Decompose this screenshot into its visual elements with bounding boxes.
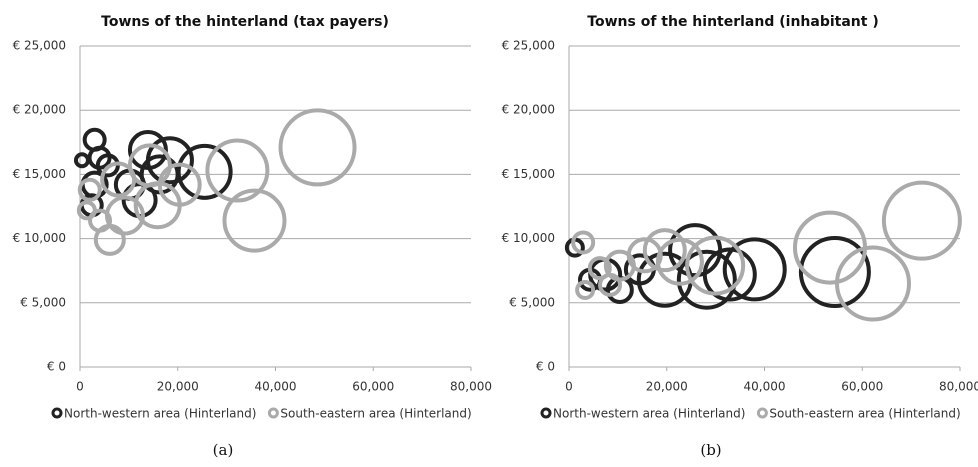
bubble: [881, 180, 962, 261]
legend-marker: [540, 407, 552, 419]
legend-label: North-western area (Hinterland): [553, 407, 745, 421]
legend-label: North-western area (Hinterland): [64, 407, 256, 421]
x-tick-label: 0: [76, 380, 84, 394]
legend-marker: [756, 407, 768, 419]
bubble: [88, 208, 113, 233]
y-tick-label: € 15,000: [502, 167, 555, 181]
x-tick-label: 0: [565, 380, 573, 394]
chart-title: Towns of the hinterland (inhabitant ): [587, 14, 878, 30]
y-tick-label: € 0: [536, 360, 555, 374]
legend-label: South-eastern area (Hinterland): [280, 407, 471, 421]
bubble: [676, 249, 737, 310]
x-tick-label: 20,000: [157, 380, 199, 394]
bubble: [685, 235, 746, 296]
bubble: [722, 237, 787, 302]
bubble: [157, 162, 202, 207]
x-tick-label: 60,000: [841, 380, 883, 394]
caption: (b): [700, 441, 721, 459]
x-tick-label: 40,000: [744, 380, 786, 394]
legend-label: South-eastern area (Hinterland): [769, 407, 960, 421]
bubble: [278, 108, 357, 187]
bubble: [798, 235, 871, 308]
bubble: [222, 188, 287, 253]
bubble: [77, 177, 102, 202]
y-tick-label: € 15,000: [13, 167, 66, 181]
bubble: [626, 237, 663, 274]
bubble: [598, 272, 623, 297]
y-tick-label: € 5,000: [20, 295, 66, 309]
x-tick-label: 80,000: [939, 380, 978, 394]
bubble: [792, 210, 867, 285]
bubble: [100, 161, 137, 198]
y-tick-label: € 25,000: [13, 39, 66, 53]
bubble: [575, 279, 596, 300]
bubble: [642, 228, 687, 273]
bubble: [702, 247, 757, 302]
y-tick-label: € 0: [47, 360, 66, 374]
bubble: [587, 256, 612, 281]
bubble: [127, 130, 168, 171]
bubble: [73, 152, 90, 169]
y-tick-label: € 10,000: [13, 231, 66, 245]
bubble: [571, 230, 596, 255]
y-tick-label: € 20,000: [502, 103, 555, 117]
legend-marker: [51, 407, 63, 419]
x-tick-label: 60,000: [352, 380, 394, 394]
chart-title: Towns of the hinterland (tax payers): [101, 14, 389, 30]
caption: (a): [213, 441, 234, 459]
y-tick-label: € 5,000: [509, 295, 555, 309]
legend-marker: [267, 407, 279, 419]
y-tick-label: € 20,000: [13, 103, 66, 117]
bubble: [835, 245, 912, 322]
y-tick-label: € 10,000: [502, 231, 555, 245]
x-tick-label: 80,000: [450, 380, 492, 394]
y-tick-label: € 25,000: [502, 39, 555, 53]
x-tick-label: 40,000: [255, 380, 297, 394]
x-tick-label: 20,000: [646, 380, 688, 394]
bubble: [205, 138, 270, 203]
